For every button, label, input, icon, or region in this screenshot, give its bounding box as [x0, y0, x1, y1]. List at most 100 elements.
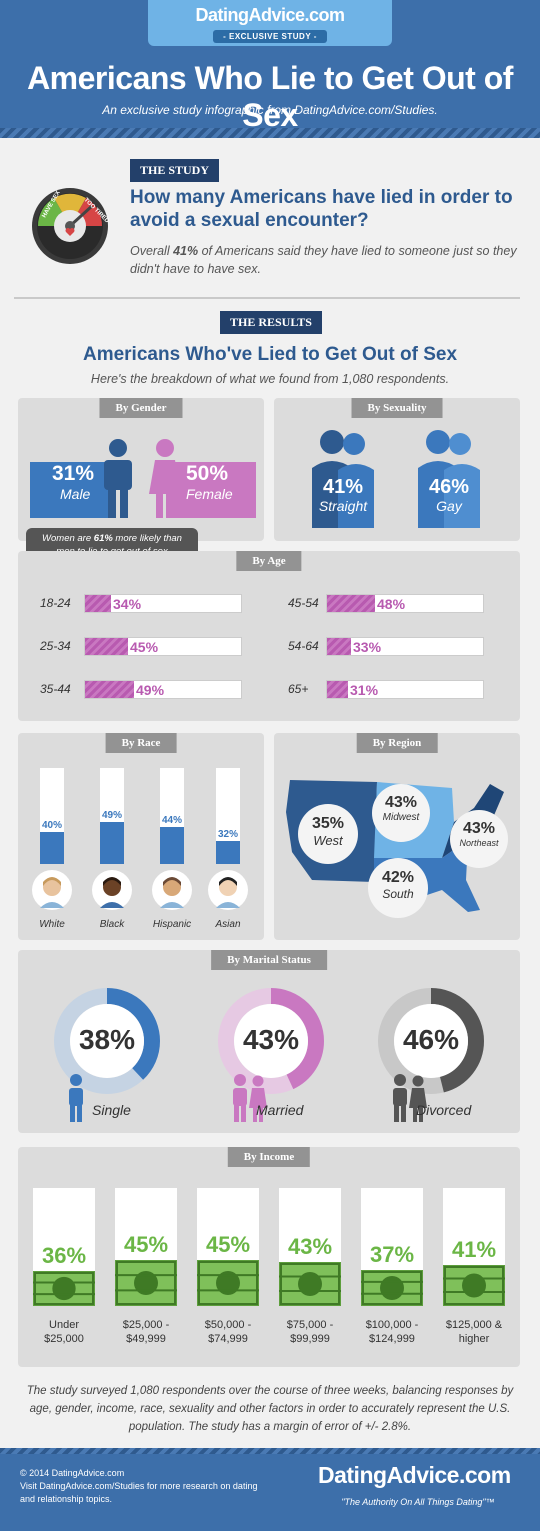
visit-link[interactable]: Visit DatingAdvice.com/Studies for more …	[20, 1481, 258, 1504]
copyright-text: © 2014 DatingAdvice.com	[20, 1468, 125, 1478]
male-percent: 31%	[52, 462, 95, 485]
income-panel: By Income	[18, 1147, 520, 1367]
marital-tab: By Marital Status	[211, 950, 327, 970]
age-label: 65+	[288, 682, 309, 696]
region-label: Northeast	[459, 838, 499, 849]
race-tab: By Race	[105, 733, 177, 753]
income-label-line1: Under	[49, 1319, 79, 1331]
age-value: 48%	[377, 596, 406, 612]
marital-label: Married	[256, 1102, 304, 1118]
race-label: Asian	[215, 919, 241, 930]
footer-tagline: "The Authority On All Things Dating"™	[341, 1497, 495, 1507]
gay-percent: 46%	[428, 476, 470, 498]
income-label: Under $25,000	[33, 1318, 95, 1346]
age-label: 35-44	[40, 682, 71, 696]
income-label-line2: $49,999	[126, 1333, 166, 1345]
race-bar: 49%	[100, 768, 124, 864]
results-ribbon: THE RESULTS	[220, 311, 322, 334]
gay-label: Gay	[436, 498, 462, 514]
region-percent: 42%	[381, 868, 415, 886]
region-tab: By Region	[356, 733, 438, 753]
income-value: 37%	[369, 1242, 415, 1267]
logo-text: DatingAdvice.com	[195, 5, 345, 25]
marital-percent: 38%	[78, 1024, 136, 1055]
race-bar: 44%	[160, 768, 184, 864]
region-label: West	[313, 832, 343, 848]
marital-donut: 43%	[216, 986, 326, 1096]
page-subtitle: An exclusive study infographic from Dati…	[102, 103, 438, 117]
libido-gauge-icon: HAVE SEX TOO TIRED	[32, 188, 110, 264]
marital-label: Single	[92, 1102, 131, 1118]
age-value: 34%	[113, 596, 142, 612]
income-label-line1: $75,000 -	[286, 1319, 334, 1331]
region-circle: 43% Northeast	[450, 810, 508, 868]
page-title: Americans Who Lie to Get Out of Sex	[27, 60, 513, 133]
age-label: 54-64	[288, 639, 319, 653]
age-bar-fill	[327, 595, 375, 612]
straight-percent: 41%	[322, 476, 364, 498]
footer-logo[interactable]: DatingAdvice.com	[318, 1462, 511, 1488]
income-card: 45%	[115, 1188, 177, 1306]
income-label-line2: $25,000	[44, 1333, 84, 1345]
income-label: $125,000 & higher	[443, 1318, 505, 1346]
summary-prefix: Overall	[130, 244, 174, 258]
income-card: 41%	[443, 1188, 505, 1306]
age-bar-fill	[327, 638, 351, 655]
region-percent: 43%	[462, 820, 496, 838]
header-stripe	[0, 128, 540, 138]
footer-stripe	[0, 1448, 540, 1454]
race-value: 44%	[161, 815, 182, 826]
age-label: 45-54	[288, 596, 319, 610]
footer-copyright: © 2014 DatingAdvice.com Visit DatingAdvi…	[20, 1467, 270, 1506]
age-value: 33%	[353, 639, 382, 655]
methodology-note: The study surveyed 1,080 respondents ove…	[26, 1385, 514, 1433]
income-value: 45%	[123, 1232, 169, 1257]
avatar-icon	[92, 870, 132, 910]
marital-percent: 43%	[242, 1024, 300, 1055]
marital-donut: 38%	[52, 986, 162, 1096]
female-figure-icon	[149, 439, 181, 518]
income-tab: By Income	[227, 1147, 311, 1167]
marital-label: Divorced	[416, 1102, 472, 1118]
race-value: 40%	[41, 820, 62, 831]
age-value: 45%	[130, 639, 159, 655]
summary-suffix: of Americans said they have lied to some…	[130, 244, 517, 276]
logo-badge[interactable]: DatingAdvice.com - EXCLUSIVE STUDY -	[148, 0, 392, 46]
gay-couple-icon	[418, 430, 480, 528]
footer-banner	[0, 1454, 540, 1531]
study-ribbon: THE STUDY	[130, 159, 220, 182]
income-value: 41%	[451, 1237, 497, 1262]
income-label-line2: $74,999	[208, 1333, 248, 1345]
race-label: White	[39, 919, 65, 930]
results-subtitle: Here's the breakdown of what we found fr…	[90, 372, 450, 386]
race-bar-fill	[160, 827, 184, 864]
income-card: 36%	[33, 1188, 95, 1306]
age-label: 18-24	[40, 596, 71, 610]
race-bar-fill	[40, 832, 64, 864]
income-label: $100,000 - $124,999	[361, 1318, 423, 1346]
avatar-icon	[152, 870, 192, 910]
age-bar: 49%	[84, 680, 242, 699]
income-label-line2: higher	[458, 1333, 490, 1345]
age-label: 25-34	[40, 639, 71, 653]
money-icon	[279, 1262, 341, 1306]
race-bar: 32%	[216, 768, 240, 864]
study-question: How many Americans have lied in order to…	[130, 187, 513, 231]
money-icon	[197, 1260, 259, 1306]
race-bar: 40%	[40, 768, 64, 864]
straight-couple-icon	[312, 430, 374, 528]
female-ribbon	[166, 462, 256, 518]
age-bar-fill	[85, 681, 134, 698]
race-label: Hispanic	[152, 919, 192, 930]
income-label-line1: $50,000 -	[204, 1319, 252, 1331]
income-label-line2: $99,999	[290, 1333, 330, 1345]
region-circle: 42% South	[368, 858, 428, 918]
person-icon	[388, 1072, 428, 1124]
age-bar-fill	[327, 681, 348, 698]
avatar-icon	[208, 870, 248, 910]
age-bar: 31%	[326, 680, 484, 699]
female-percent: 50%	[186, 462, 229, 485]
female-label: Female	[186, 486, 233, 502]
person-icon	[228, 1072, 268, 1124]
marital-percent: 46%	[402, 1024, 460, 1055]
